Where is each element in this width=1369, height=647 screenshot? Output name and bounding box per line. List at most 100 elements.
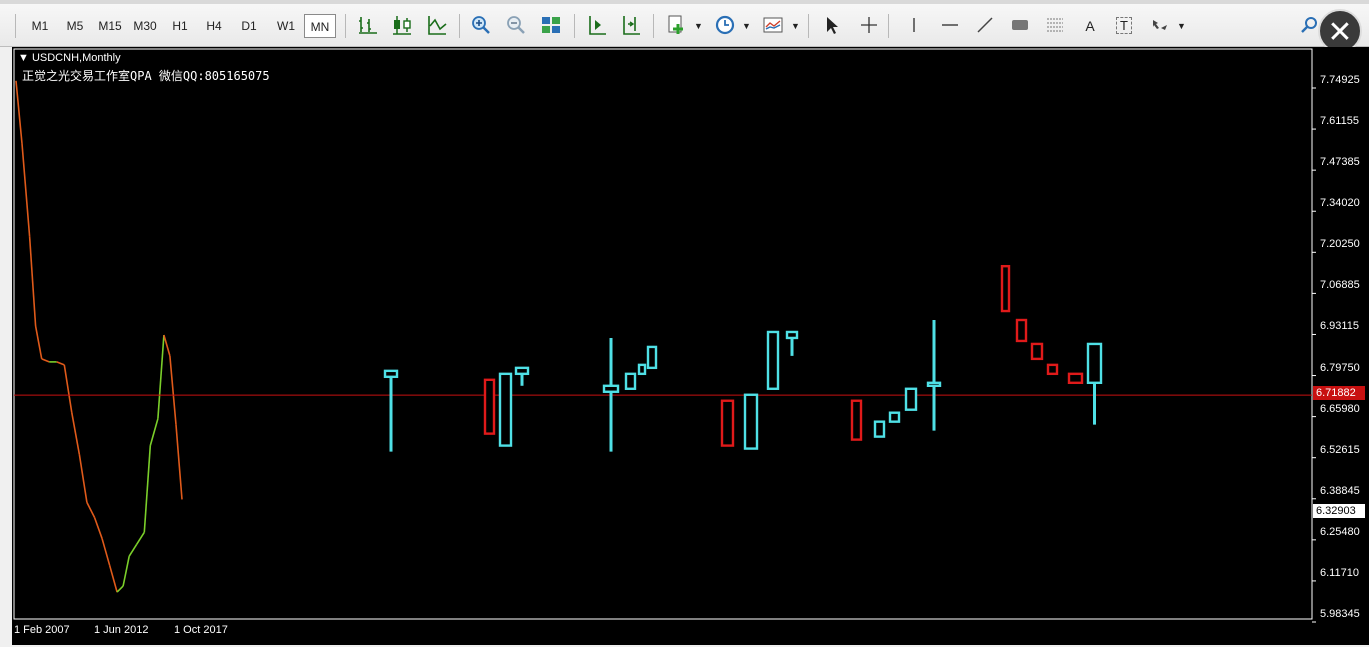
zoom-in-icon[interactable] — [468, 14, 494, 38]
y-tick-label: 5.98345 — [1320, 608, 1360, 620]
history-price-segment — [41, 358, 50, 363]
history-price-segment — [78, 454, 88, 503]
bar-chart-icon[interactable] — [355, 14, 381, 38]
y-tick-label: 6.38845 — [1320, 484, 1360, 497]
history-price-segment — [93, 517, 103, 539]
timeframe-m5[interactable]: M5 — [66, 19, 84, 33]
x-tick-label: 1 Jun 2012 — [94, 624, 149, 636]
history-price-segment — [157, 334, 165, 419]
history-price-segment — [136, 531, 145, 545]
vertical-line-icon[interactable] — [901, 14, 927, 38]
candlestick-icon[interactable] — [389, 14, 415, 38]
history-price-segment — [34, 325, 43, 360]
indicators-dropdown-icon[interactable]: ▼ — [694, 21, 703, 31]
trendline-icon[interactable] — [972, 14, 998, 38]
history-price-segment — [21, 143, 31, 237]
timeframe-m15[interactable]: M15 — [98, 19, 122, 33]
candle-body — [646, 345, 658, 370]
candle-body — [383, 369, 399, 379]
fibonacci-icon[interactable] — [1042, 14, 1068, 38]
crosshair-icon[interactable] — [856, 14, 882, 38]
timeframe-w1[interactable]: W1 — [277, 19, 295, 33]
y-tick-label: 6.25480 — [1320, 525, 1360, 538]
candle-body — [850, 399, 863, 441]
chart-canvas[interactable] — [12, 47, 1369, 645]
arrows-dropdown-icon[interactable]: ▼ — [1177, 21, 1186, 31]
text-label-icon[interactable]: T — [1111, 14, 1137, 38]
timeframe-mn[interactable]: MN — [304, 14, 336, 38]
candle-body — [1067, 372, 1084, 385]
collapse-arrow-icon[interactable]: ▼ — [18, 52, 29, 64]
y-tick-label: 6.93115 — [1320, 320, 1359, 333]
timeframe-h4[interactable]: H4 — [206, 19, 222, 33]
candle-body — [888, 411, 901, 423]
symbol-label: ▼ USDCNH,Monthly — [18, 52, 121, 64]
toolbar-separator — [653, 14, 654, 38]
history-price-segment — [175, 424, 183, 500]
history-price-segment — [101, 538, 111, 566]
timeframe-h1[interactable]: H1 — [172, 19, 188, 33]
rectangle-icon[interactable] — [1007, 14, 1033, 38]
timeframe-d1[interactable]: D1 — [241, 19, 257, 33]
watermark-text: 正觉之光交易工作室QPA 微信QQ:805165075 — [22, 69, 270, 83]
line-chart-icon[interactable] — [424, 14, 450, 38]
y-tick-label: 7.74925 — [1320, 74, 1360, 86]
arrows-icon[interactable] — [1147, 14, 1173, 38]
templates-dropdown-icon[interactable]: ▼ — [791, 21, 800, 31]
cursor-icon[interactable] — [819, 14, 845, 38]
templates-icon[interactable] — [760, 14, 786, 38]
y-tick-label: 7.34020 — [1320, 197, 1360, 210]
candle-body — [766, 330, 780, 390]
candle-body — [1030, 342, 1044, 361]
zoom-out-icon[interactable] — [503, 14, 529, 38]
y-tick-label: 6.52615 — [1320, 443, 1360, 456]
tile-windows-icon[interactable] — [538, 14, 564, 38]
candle-body — [720, 399, 735, 447]
candle-body — [1046, 363, 1059, 376]
y-tick-label: 7.47385 — [1320, 156, 1360, 169]
history-price-segment — [63, 364, 73, 413]
y-tick-label: 7.61155 — [1320, 115, 1359, 128]
candle-body — [602, 384, 620, 393]
candle-body — [514, 366, 530, 376]
timeframe-m30[interactable]: M30 — [133, 19, 157, 33]
window-top-edge — [0, 0, 1369, 4]
history-price-segment — [143, 445, 152, 533]
toolbar-separator — [574, 14, 575, 38]
search-icon[interactable] — [1297, 14, 1323, 38]
history-price-segment — [56, 361, 65, 366]
candle-body — [1086, 342, 1103, 385]
candle-body — [1015, 318, 1028, 343]
y-tick-label: 6.11710 — [1320, 566, 1359, 579]
history-price-segment — [149, 418, 159, 446]
chart-window[interactable]: ▼ USDCNH,Monthly 正觉之光交易工作室QPA 微信QQ:80516… — [12, 47, 1369, 645]
toolbar-grip — [15, 14, 16, 38]
chart-toolbar: M1 M5 M15 M30 H1 H4 D1 W1 MN ▼ ▼ ▼ — [0, 4, 1369, 47]
candle-body — [743, 393, 759, 450]
history-price-segment — [116, 585, 124, 593]
candle-body — [637, 363, 647, 376]
periods-clock-icon[interactable] — [712, 14, 738, 38]
y-tick-label: 6.79750 — [1320, 361, 1360, 374]
left-panel-edge — [0, 47, 12, 647]
candle-body — [785, 330, 799, 340]
indicators-icon[interactable] — [664, 14, 690, 38]
chart-shift-icon[interactable] — [584, 14, 610, 38]
autoscroll-icon[interactable] — [618, 14, 644, 38]
candle-body — [1000, 264, 1011, 313]
candle-body — [624, 372, 637, 390]
y-tick-label: 7.20250 — [1320, 238, 1360, 251]
toolbar-separator — [345, 14, 346, 38]
timeframe-m1[interactable]: M1 — [31, 19, 49, 33]
candle-body — [904, 387, 918, 411]
text-label-glyph: T — [1116, 17, 1132, 34]
x-tick-label: 1 Feb 2007 — [14, 624, 70, 636]
history-price-segment — [169, 355, 177, 425]
plot-frame — [13, 48, 1313, 620]
horizontal-line-icon[interactable] — [937, 14, 963, 38]
history-price-segment — [128, 543, 138, 557]
history-price-segment — [28, 236, 37, 327]
periods-dropdown-icon[interactable]: ▼ — [742, 21, 751, 31]
text-icon[interactable]: A — [1085, 18, 1095, 34]
symbol-text: USDCNH,Monthly — [31, 52, 121, 64]
